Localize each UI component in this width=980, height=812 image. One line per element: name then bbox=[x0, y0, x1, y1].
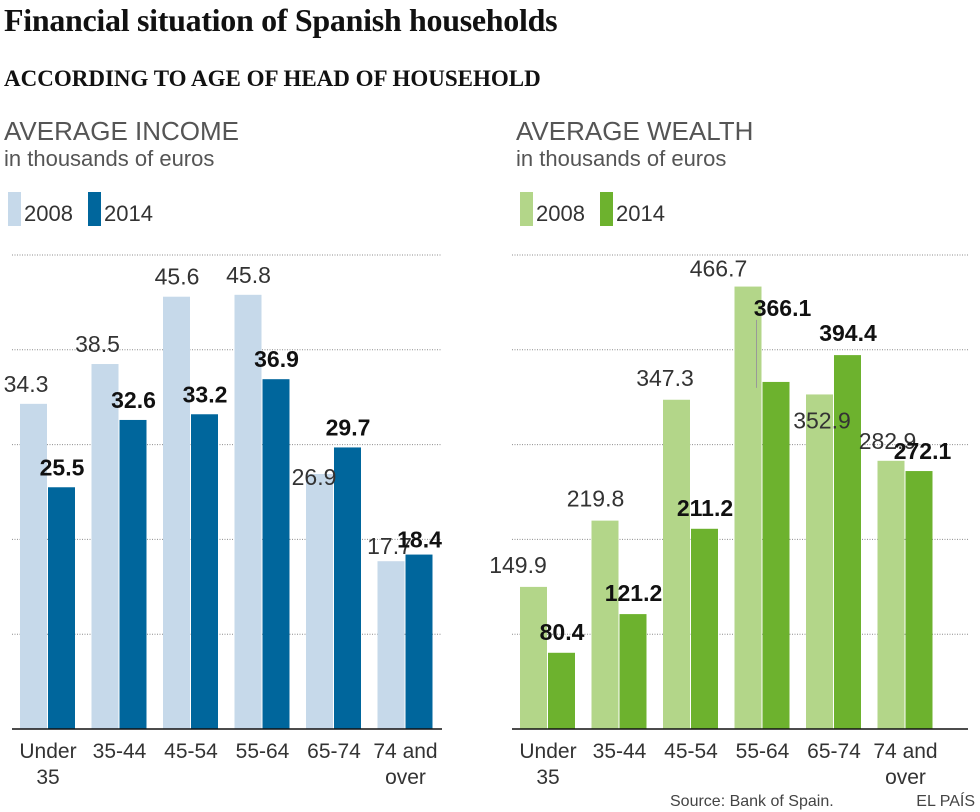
wealth-bar-2008 bbox=[591, 520, 619, 729]
income-bar-2008 bbox=[20, 403, 47, 729]
income-bar-2014 bbox=[405, 554, 433, 729]
income-data-label-2008: 38.5 bbox=[75, 331, 120, 357]
wealth-category-label: 55-64 bbox=[736, 740, 790, 763]
wealth-category-label: over bbox=[885, 766, 926, 789]
income-data-label-2014: 36.9 bbox=[254, 346, 299, 372]
income-data-label-2008: 34.3 bbox=[4, 371, 49, 397]
wealth-data-label-2008: 149.9 bbox=[489, 552, 547, 578]
wealth-legend-swatch-2014 bbox=[600, 192, 613, 226]
wealth-data-label-2014: 394.4 bbox=[819, 320, 877, 346]
income-category-label: 35-44 bbox=[93, 740, 147, 763]
income-category-label: 65-74 bbox=[307, 740, 361, 763]
wealth-data-label-2008: 466.7 bbox=[690, 256, 748, 282]
wealth-bar-2014 bbox=[548, 652, 575, 729]
wealth-data-label-2014: 80.4 bbox=[540, 619, 585, 645]
wealth-bar-2014 bbox=[619, 614, 647, 729]
wealth-bar-2014 bbox=[905, 471, 933, 729]
income-data-label-2008: 45.8 bbox=[226, 262, 271, 288]
income-bar-2008 bbox=[163, 296, 190, 729]
income-data-label-2014: 33.2 bbox=[183, 381, 228, 407]
income-legend-swatch-2014 bbox=[88, 192, 101, 226]
income-bar-2008 bbox=[306, 473, 333, 729]
wealth-category-label: 65-74 bbox=[807, 740, 861, 763]
income-panel-title: AVERAGE INCOME bbox=[4, 116, 239, 146]
wealth-data-label-2008: 219.8 bbox=[567, 486, 625, 512]
wealth-data-label-2014: 272.1 bbox=[894, 438, 952, 464]
chart-title: Financial situation of Spanish household… bbox=[4, 2, 558, 38]
income-category-label: 74 and bbox=[373, 740, 437, 763]
income-data-label-2008: 45.6 bbox=[155, 264, 200, 290]
source-note: Source: Bank of Spain. bbox=[670, 793, 834, 810]
income-bar-2014 bbox=[119, 419, 147, 729]
wealth-bar-2008 bbox=[734, 286, 762, 729]
income-data-label-2014: 18.4 bbox=[397, 527, 442, 553]
income-bar-2008 bbox=[234, 294, 262, 729]
wealth-bar-2014 bbox=[691, 528, 718, 729]
wealth-category-label: Under bbox=[519, 740, 576, 763]
income-category-label: Under bbox=[19, 740, 76, 763]
income-category-label: over bbox=[385, 766, 426, 789]
wealth-data-label-2014: 121.2 bbox=[605, 580, 663, 606]
income-data-label-2008: 17.7 bbox=[367, 533, 412, 559]
income-bar-2014 bbox=[191, 414, 218, 729]
wealth-data-label-2014: 211.2 bbox=[677, 495, 733, 521]
income-legend-label-2014: 2014 bbox=[104, 201, 153, 226]
income-bar-2014 bbox=[334, 447, 361, 729]
wealth-data-label-2008: 347.3 bbox=[636, 365, 694, 391]
income-legend-swatch-2008 bbox=[8, 192, 21, 226]
income-bar-2008 bbox=[91, 364, 119, 729]
wealth-data-label-2008: 282.9 bbox=[859, 428, 917, 454]
wealth-bar-2014 bbox=[762, 381, 790, 729]
wealth-legend-label-2008: 2008 bbox=[536, 201, 585, 226]
wealth-bar-2014 bbox=[834, 355, 861, 729]
income-category-label: 35 bbox=[36, 766, 59, 789]
wealth-category-label: 35 bbox=[536, 766, 559, 789]
income-bar-2008 bbox=[377, 561, 405, 729]
wealth-legend-label-2014: 2014 bbox=[616, 201, 665, 226]
income-unit-label: in thousands of euros bbox=[4, 146, 214, 171]
wealth-panel-title: AVERAGE WEALTH bbox=[516, 116, 753, 146]
income-data-label-2014: 29.7 bbox=[326, 414, 371, 440]
wealth-bar-2008 bbox=[663, 399, 690, 729]
wealth-data-label-2008: 352.9 bbox=[793, 407, 851, 433]
income-data-label-2014: 32.6 bbox=[111, 387, 156, 413]
income-legend-label-2008: 2008 bbox=[24, 201, 73, 226]
income-bar-2014 bbox=[48, 487, 75, 729]
wealth-data-label-2014: 366.1 bbox=[754, 295, 812, 321]
income-category-label: 45-54 bbox=[164, 740, 218, 763]
income-category-label: 55-64 bbox=[236, 740, 290, 763]
publisher-credit: EL PAÍS bbox=[916, 791, 975, 810]
wealth-category-label: 45-54 bbox=[664, 740, 718, 763]
wealth-bar-2008 bbox=[520, 586, 547, 729]
chart-subtitle: ACCORDING TO AGE OF HEAD OF HOUSEHOLD bbox=[4, 66, 541, 91]
wealth-category-label: 35-44 bbox=[593, 740, 647, 763]
income-data-label-2008: 26.9 bbox=[292, 464, 337, 490]
wealth-legend-swatch-2008 bbox=[520, 192, 533, 226]
wealth-bar-2008 bbox=[877, 460, 905, 729]
wealth-unit-label: in thousands of euros bbox=[516, 146, 726, 171]
wealth-bar-2008 bbox=[806, 394, 833, 729]
wealth-category-label: 74 and bbox=[873, 740, 937, 763]
income-data-label-2014: 25.5 bbox=[40, 454, 85, 480]
income-bar-2014 bbox=[262, 379, 290, 729]
